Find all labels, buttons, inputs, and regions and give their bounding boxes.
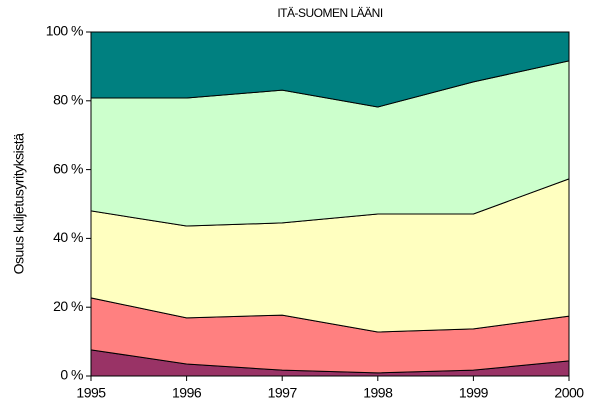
x-tick-label: 1995 — [76, 385, 106, 401]
y-tick-label: 40 % — [53, 229, 83, 245]
x-tick-label: 2000 — [554, 385, 584, 401]
y-tick-label: 80 % — [53, 92, 83, 108]
y-tick-label: 20 % — [53, 298, 83, 314]
y-tick-label: 0 % — [60, 367, 83, 383]
area — [90, 31, 570, 108]
y-tick-label: 100 % — [46, 23, 83, 39]
x-tick-label: 1998 — [363, 385, 393, 401]
x-tick-label: 1997 — [268, 385, 298, 401]
x-tick-label: 1999 — [459, 385, 489, 401]
y-axis-label: Osuus kuljetusyrityksistä — [11, 133, 27, 274]
y-tick-label: 60 % — [53, 160, 83, 176]
chart-title: ITÄ-SUOMEN LÄÄNI — [277, 6, 383, 20]
x-tick-label: 1996 — [172, 385, 202, 401]
